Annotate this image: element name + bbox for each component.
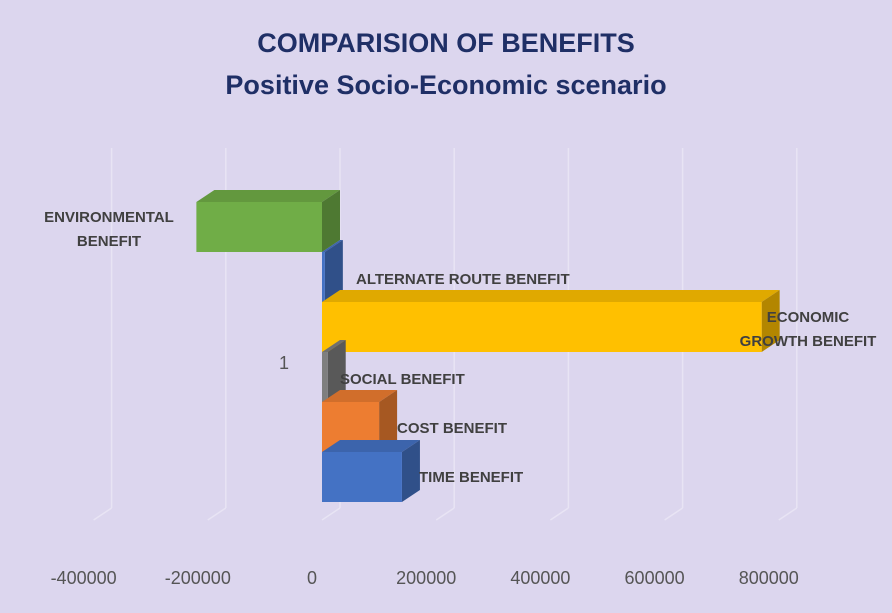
bar-top — [322, 390, 398, 402]
bar-top — [196, 190, 340, 202]
x-tick-label: 0 — [307, 568, 317, 588]
x-tick-label: 200000 — [396, 568, 456, 588]
x-tick-label: -200000 — [165, 568, 231, 588]
bar-top — [322, 440, 420, 452]
bar-side — [401, 440, 420, 502]
y-category-label: 1 — [279, 353, 289, 373]
category-label-line: ECONOMIC — [767, 309, 850, 326]
category-label-line: ALTERNATE ROUTE BENEFIT — [356, 271, 570, 288]
bar-group — [322, 290, 780, 352]
category-label-line: GROWTH BENEFIT — [740, 333, 877, 350]
bar-side — [324, 240, 343, 302]
bar-group — [322, 340, 346, 402]
gridline-floor — [664, 507, 684, 521]
chart-subtitle: Positive Socio-Economic scenario — [225, 70, 666, 100]
category-label-line: TIME BENEFIT — [419, 469, 523, 486]
category-label-line: BENEFIT — [77, 233, 141, 250]
x-tick-label: 400000 — [510, 568, 570, 588]
x-tick-label: -400000 — [51, 568, 117, 588]
x-tick-labels: -400000 -200000 0 200000 400000 600000 800000 — [51, 568, 799, 588]
gridline-floor — [549, 507, 569, 521]
x-tick-label: 800000 — [739, 568, 799, 588]
bar — [322, 452, 402, 502]
category-label-line: SOCIAL BENEFIT — [340, 371, 465, 388]
bar-group — [322, 240, 343, 302]
bar-side — [327, 340, 346, 402]
chart-title: COMPARISION OF BENEFITS — [257, 28, 635, 58]
bar — [322, 302, 762, 352]
bar-side — [322, 190, 340, 252]
category-label-line: ENVIRONMENTAL — [44, 209, 174, 226]
bars — [196, 190, 780, 502]
x-tick-label: 600000 — [625, 568, 685, 588]
bar-side — [761, 290, 780, 352]
category-label: COST BENEFIT — [397, 420, 507, 437]
gridline-floor — [435, 507, 455, 521]
gridline-floor — [321, 507, 341, 521]
bar — [196, 202, 322, 252]
gridline-floor — [93, 507, 113, 521]
bar-top — [322, 240, 343, 252]
bar-labels: ENVIRONMENTAL BENEFIT ALTERNATE ROUTE BENE… — [44, 209, 876, 486]
gridline-floor — [778, 507, 798, 521]
bar — [322, 252, 325, 302]
bar-group — [322, 440, 420, 502]
bar-top — [322, 340, 346, 352]
category-label: ENVIRONMENTAL BENEFIT — [44, 209, 174, 250]
category-label: ECONOMIC GROWTH BENEFIT — [740, 309, 877, 350]
category-label: TIME BENEFIT — [419, 469, 523, 486]
category-label-line: COST BENEFIT — [397, 420, 507, 437]
bar-group — [196, 190, 340, 252]
bar-side — [379, 390, 398, 452]
bar-top — [322, 290, 780, 302]
bar — [322, 352, 328, 402]
gridline-floor — [207, 507, 227, 521]
category-label: SOCIAL BENEFIT — [340, 371, 465, 388]
category-label: ALTERNATE ROUTE BENEFIT — [356, 271, 570, 288]
